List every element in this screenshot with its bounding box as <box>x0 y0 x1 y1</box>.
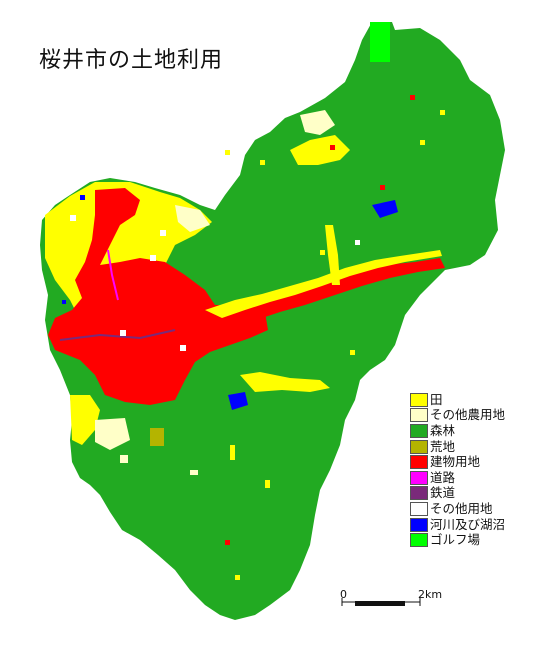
legend-swatch <box>410 517 428 532</box>
map-boundary-forest <box>40 22 505 620</box>
road-line <box>107 249 119 301</box>
legend-item: 建物用地 <box>410 454 540 470</box>
legend-swatch <box>410 501 428 516</box>
railway-line <box>59 329 176 341</box>
paddy-corridor <box>205 250 442 318</box>
legend-label: その他農用地 <box>430 407 506 423</box>
legend-item: 河川及び湖沼 <box>410 517 540 533</box>
legend-label: 森林 <box>430 422 456 438</box>
paddy-south-west <box>70 395 100 445</box>
map-title: 桜井市の土地利用 <box>39 48 224 73</box>
scale-start-label: 0 <box>340 588 347 601</box>
legend-label: 建物用地 <box>430 454 481 470</box>
pond-small-2 <box>62 300 66 304</box>
legend-swatch <box>410 392 428 407</box>
pond-south <box>228 392 248 410</box>
scale-bar: 0 2km <box>330 588 443 618</box>
builtup-west <box>48 188 268 405</box>
legend-item: 鉄道 <box>410 486 540 502</box>
legend-label: 荒地 <box>430 438 456 454</box>
legend-label: ゴルフ場 <box>430 532 481 548</box>
other-farmland-southwest <box>95 418 130 450</box>
pond-small-1 <box>80 195 85 200</box>
golf-course <box>370 22 390 62</box>
paddy-east-vertical <box>325 225 340 285</box>
legend-label: 道路 <box>430 469 456 485</box>
pixel-scatter <box>70 95 445 580</box>
legend-item: その他用地 <box>410 501 540 517</box>
legend-label: 鉄道 <box>430 485 456 501</box>
legend-swatch <box>410 486 428 501</box>
legend-label: 田 <box>430 391 443 407</box>
scale-end-label: 2km <box>418 588 443 601</box>
legend-swatch <box>410 408 428 423</box>
builtup-corridor <box>240 258 445 318</box>
legend-label: 河川及び湖沼 <box>430 516 506 532</box>
other-farmland-north <box>300 110 335 135</box>
legend-swatch <box>410 423 428 438</box>
scale-bar-graphic <box>341 598 421 606</box>
legend-swatch <box>410 470 428 485</box>
legend-item: 森林 <box>410 423 540 439</box>
paddy-northeast <box>290 135 350 165</box>
legend-item: ゴルフ場 <box>410 532 540 548</box>
legend-item: 田 <box>410 392 540 408</box>
legend-item: その他農用地 <box>410 408 540 424</box>
waste-land-patch <box>150 428 164 446</box>
legend-swatch <box>410 533 428 548</box>
other-farmland-west <box>175 205 210 232</box>
legend-swatch <box>410 439 428 454</box>
pond-east <box>372 200 398 218</box>
legend-swatch <box>410 455 428 470</box>
legend-label: その他用地 <box>430 500 493 516</box>
legend-item: 荒地 <box>410 439 540 455</box>
map-legend: 田 その他農用地 森林 荒地 建物用地 道路 鉄道 その他用地 河川及び湖沼 ゴ… <box>410 392 540 548</box>
legend-item: 道路 <box>410 470 540 486</box>
paddy-south-strip <box>240 372 330 392</box>
